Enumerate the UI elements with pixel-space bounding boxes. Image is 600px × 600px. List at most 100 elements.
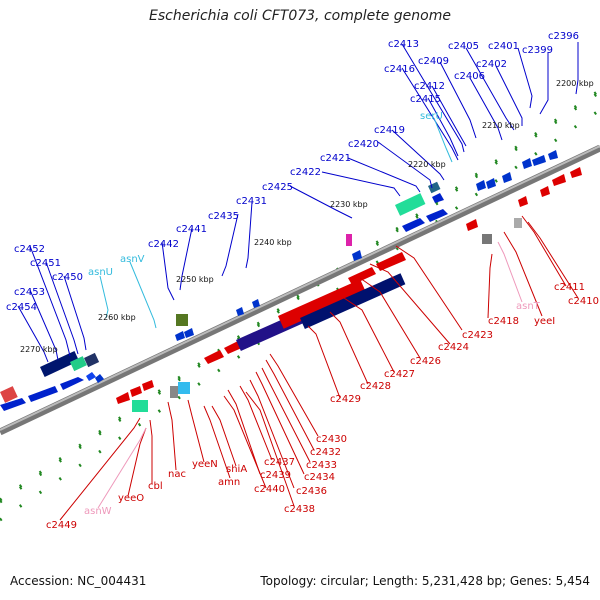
gene-forward[interactable] [548,150,558,160]
gene-label[interactable]: c2425 [262,182,293,193]
trna-label[interactable]: asnU [88,267,113,278]
gene-label[interactable]: c2415 [410,94,441,105]
gene-label[interactable]: c2453 [14,287,45,298]
gene-block[interactable] [69,356,87,372]
gene-reverse[interactable] [540,186,550,197]
gene-reverse[interactable] [570,167,582,178]
gene-label[interactable]: c2423 [462,330,493,341]
gene-label[interactable]: c2409 [418,56,449,67]
gene-label[interactable]: c2432 [310,447,341,458]
gene-label[interactable]: c2426 [410,356,441,367]
gene-label[interactable]: c2412 [414,81,445,92]
gene-label[interactable]: c2440 [254,484,285,495]
gene-block[interactable] [428,181,441,194]
gene-block[interactable] [395,193,426,216]
gene-label[interactable]: c2428 [360,381,391,392]
gene-block[interactable] [482,234,492,244]
gene-forward[interactable] [0,398,26,411]
gene-label[interactable]: c2427 [384,369,415,380]
gene-label[interactable]: c2434 [304,472,335,483]
gene-forward[interactable] [502,172,512,183]
gene-label[interactable]: c2411 [554,282,585,293]
gene-label[interactable]: c2402 [476,59,507,70]
gene-label[interactable]: c2430 [316,434,347,445]
gene-forward[interactable] [28,386,58,402]
trna-label[interactable]: asnT [516,301,541,312]
gene-block[interactable] [278,279,366,329]
gene-block[interactable] [300,273,406,329]
gene-forward[interactable] [532,155,546,166]
gene-block[interactable] [176,314,188,326]
gene-label[interactable]: c2399 [522,45,553,56]
gene-label[interactable]: amn [218,477,240,488]
gene-label[interactable]: c2419 [374,125,405,136]
gene-reverse[interactable] [142,380,154,391]
gene-reverse[interactable] [466,219,478,231]
gene-label[interactable]: c2435 [208,211,239,222]
gene-label[interactable]: c2454 [6,302,37,313]
gene-block[interactable] [132,400,148,412]
gene-forward[interactable] [252,299,260,308]
gene-label[interactable]: c2436 [296,486,327,497]
gene-label[interactable]: c2442 [148,239,179,250]
gene-label[interactable]: c2406 [454,71,485,82]
gene-forward[interactable] [60,377,84,390]
gene-block[interactable] [346,234,352,246]
gene-label[interactable]: c2429 [330,394,361,405]
gene-block[interactable] [40,350,80,377]
gene-label[interactable]: c2452 [14,244,45,255]
gene-label[interactable]: c2424 [438,342,469,353]
gene-block[interactable] [170,386,178,398]
gene-label[interactable]: c2396 [548,31,579,42]
gene-label[interactable]: c2438 [284,504,315,515]
gene-label[interactable]: c2421 [320,153,351,164]
gene-label[interactable]: c2450 [52,272,83,283]
gene-forward[interactable] [184,328,194,338]
gene-label[interactable]: c2431 [236,196,267,207]
gene-label[interactable]: c2418 [488,316,519,327]
gene-label[interactable]: c2410 [568,296,599,307]
gene-reverse[interactable] [130,386,142,397]
trna-label[interactable]: asnW [84,506,112,517]
gene-reverse[interactable] [376,252,406,271]
gene-forward[interactable] [426,209,448,222]
gene-forward[interactable] [402,218,425,232]
gene-forward[interactable] [86,372,96,381]
gene-forward[interactable] [432,193,444,203]
gene-label[interactable]: c2439 [260,470,291,481]
gene-label[interactable]: c2405 [448,41,479,52]
gene-label[interactable]: c2433 [306,460,337,471]
gene-label[interactable]: yeeI [534,316,555,327]
gene-label[interactable]: c2422 [290,167,321,178]
trna-label[interactable]: asnV [120,254,145,265]
gene-label[interactable]: cbl [148,481,163,492]
gene-reverse[interactable] [204,350,224,364]
gene-label[interactable]: c2401 [488,41,519,52]
gene-label[interactable]: c2437 [264,457,295,468]
gene-label[interactable]: yeeN [192,459,218,470]
gene-label[interactable]: c2416 [384,64,415,75]
gene-forward[interactable] [486,178,496,189]
gene-forward[interactable] [236,307,244,316]
gene-label[interactable]: c2413 [388,39,419,50]
gene-label[interactable]: c2441 [176,224,207,235]
gene-forward[interactable] [352,250,362,261]
gene-forward[interactable] [522,158,532,169]
gene-forward[interactable] [95,374,104,383]
gene-label[interactable]: c2449 [46,520,77,531]
gene-forward[interactable] [175,331,185,341]
gene-block[interactable] [514,218,522,228]
gene-label[interactable]: shiA [226,464,247,475]
gene-label[interactable]: nac [168,469,186,480]
gene-label[interactable]: c2420 [348,139,379,150]
gene-forward[interactable] [476,180,486,191]
gene-block[interactable] [178,382,190,394]
gene-reverse[interactable] [518,196,528,207]
gene-block[interactable] [0,386,18,403]
gene-reverse[interactable] [552,174,566,186]
gene-reverse[interactable] [348,267,376,285]
gene-label[interactable]: c2451 [30,258,61,269]
gene-reverse[interactable] [116,392,130,404]
gene-block[interactable] [84,352,100,368]
gene-label[interactable]: yeeO [118,493,144,504]
